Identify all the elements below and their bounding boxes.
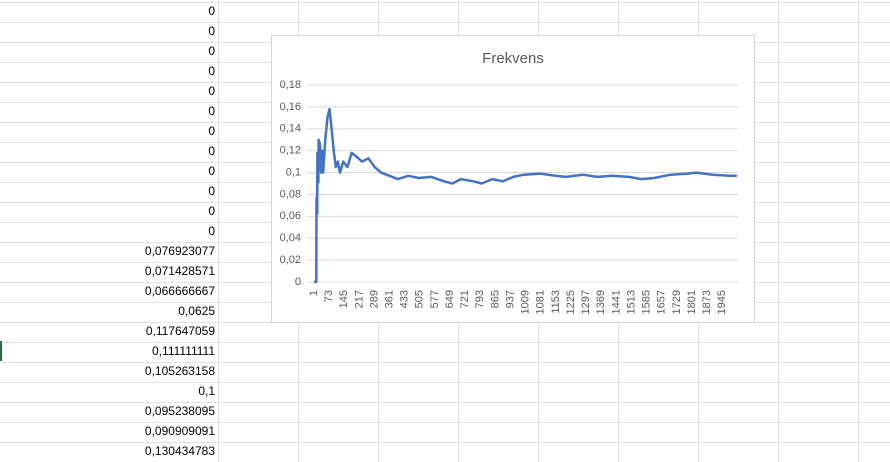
x-tick-label: 937 bbox=[504, 290, 516, 308]
cell: 0 bbox=[208, 84, 215, 98]
cell: 0 bbox=[208, 124, 215, 138]
cell: 0,130434783 bbox=[145, 444, 215, 458]
y-tick-label: 0,06 bbox=[280, 210, 301, 222]
cell: 0,111111111 bbox=[152, 344, 215, 358]
cell: 0,0625 bbox=[178, 304, 215, 318]
cell: 0 bbox=[208, 104, 215, 118]
cell: 0 bbox=[208, 184, 215, 198]
y-tick-label: 0,08 bbox=[280, 188, 301, 200]
x-tick-label: 649 bbox=[444, 290, 456, 308]
x-tick-label: 289 bbox=[368, 290, 380, 308]
x-tick-label: 1657 bbox=[656, 290, 668, 314]
cell: 0 bbox=[208, 44, 215, 58]
x-tick-label: 1441 bbox=[610, 290, 622, 314]
cell: 0 bbox=[208, 224, 215, 238]
cell: 0,117647059 bbox=[146, 324, 216, 338]
cell: 0,076923077 bbox=[145, 244, 215, 258]
x-tick-label: 1513 bbox=[625, 290, 637, 314]
x-tick-label: 433 bbox=[399, 290, 411, 308]
x-tick-label: 793 bbox=[474, 290, 486, 308]
chart-title: Frekvens bbox=[482, 50, 544, 67]
x-tick-label: 721 bbox=[459, 290, 471, 308]
x-tick-label: 1801 bbox=[686, 290, 698, 314]
cell: 0 bbox=[208, 24, 215, 38]
x-tick-label: 217 bbox=[353, 290, 365, 308]
chart[interactable]: Frekvens 0 0,02 0,04 0,06 0,08 0,1 0,12 0,14 0,1… bbox=[271, 35, 755, 323]
cell: 0,071428571 bbox=[145, 264, 215, 278]
x-tick-label: 145 bbox=[338, 290, 350, 308]
y-tick-label: 0,1 bbox=[286, 166, 301, 178]
cell: 0 bbox=[208, 164, 215, 178]
x-tick-label: 1369 bbox=[595, 290, 607, 314]
cell: 0,105263158 bbox=[145, 364, 215, 378]
x-tick-label: 865 bbox=[489, 290, 501, 308]
row-selection-marker bbox=[0, 341, 2, 361]
x-tick-label: 1297 bbox=[580, 290, 592, 314]
cell: 0,066666667 bbox=[145, 284, 215, 298]
x-tick-label: 1081 bbox=[535, 290, 547, 314]
chart-frame bbox=[271, 35, 755, 323]
cell: 0 bbox=[208, 204, 215, 218]
x-tick-label: 505 bbox=[414, 290, 426, 308]
y-tick-label: 0,04 bbox=[280, 232, 301, 244]
x-tick-label: 361 bbox=[384, 290, 396, 308]
cell: 0,090909091 bbox=[145, 424, 215, 438]
x-tick-label: 1729 bbox=[671, 290, 683, 314]
y-tick-label: 0,16 bbox=[280, 101, 301, 113]
y-tick-label: 0 bbox=[295, 276, 301, 288]
cell: 0,1 bbox=[198, 384, 215, 398]
y-tick-label: 0,18 bbox=[280, 79, 301, 91]
cell: 0 bbox=[208, 144, 215, 158]
cell: 0,095238095 bbox=[145, 404, 215, 418]
cell: 0 bbox=[208, 64, 215, 78]
x-tick-label: 1585 bbox=[641, 290, 653, 314]
x-tick-label: 1873 bbox=[701, 290, 713, 314]
x-tick-label: 577 bbox=[429, 290, 441, 308]
x-tick-label: 1945 bbox=[716, 290, 728, 314]
x-tick-label: 1009 bbox=[520, 290, 532, 314]
data-line bbox=[314, 107, 737, 284]
y-tick-label: 0,12 bbox=[280, 145, 301, 157]
y-tick-label: 0,14 bbox=[280, 123, 301, 135]
x-tick-label: 73 bbox=[323, 290, 335, 302]
cell: 0 bbox=[208, 4, 215, 18]
x-tick-label: 1153 bbox=[550, 290, 562, 314]
x-tick-label: 1225 bbox=[565, 290, 577, 314]
x-tick-label: 1 bbox=[308, 290, 320, 296]
y-tick-label: 0,02 bbox=[280, 254, 301, 266]
